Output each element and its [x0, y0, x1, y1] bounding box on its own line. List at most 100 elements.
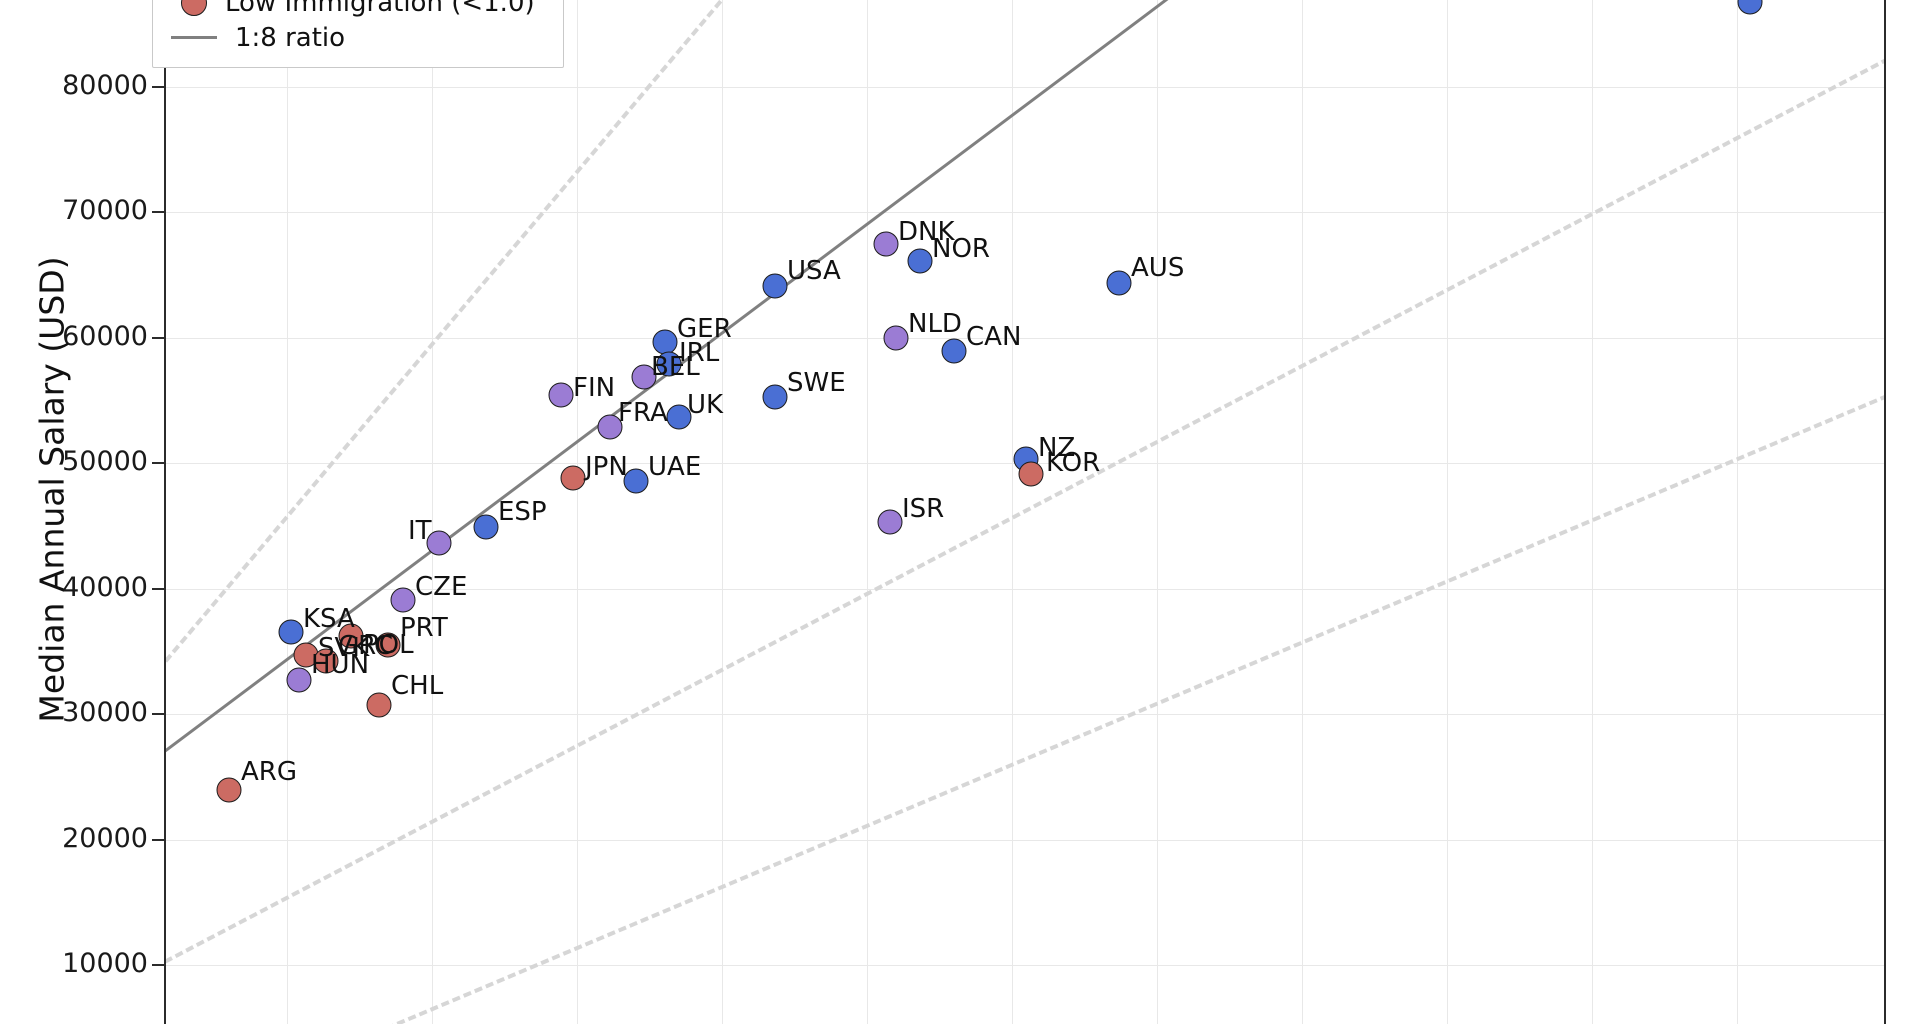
data-point-che[interactable] [1737, 0, 1763, 15]
y-tick-label: 10000 [62, 948, 148, 979]
data-point-kor[interactable] [1018, 461, 1044, 487]
y-tick-mark [152, 964, 164, 966]
data-point-fra[interactable] [597, 414, 623, 440]
point-label-svk: SVK [318, 633, 370, 663]
y-tick-mark [152, 462, 164, 464]
gridline-vertical [1737, 0, 1738, 1024]
data-point-isr[interactable] [877, 509, 903, 535]
gridline-horizontal [164, 588, 1885, 590]
data-point-usa[interactable] [762, 273, 788, 299]
data-point-swe[interactable] [762, 384, 788, 410]
y-axis-title: Median Annual Salary (USD) [32, 256, 72, 723]
data-point-dnk[interactable] [873, 231, 899, 257]
gridline-vertical [867, 0, 868, 1024]
point-label-uk: UK [687, 390, 724, 420]
point-label-uae: UAE [648, 452, 702, 482]
point-label-irl: IRL [679, 338, 720, 368]
gridline-horizontal [164, 839, 1885, 841]
point-label-isr: ISR [902, 494, 945, 524]
data-point-nor[interactable] [907, 248, 933, 274]
data-point-arg[interactable] [216, 777, 242, 803]
gridline-horizontal [164, 965, 1885, 966]
data-point-ksa[interactable] [278, 619, 304, 645]
gridline-horizontal [164, 212, 1885, 213]
data-point-jpn[interactable] [560, 465, 586, 491]
right-spine [1884, 0, 1886, 1024]
data-point-ger[interactable] [652, 329, 678, 355]
point-label-fin: FIN [573, 373, 616, 403]
data-point-bel[interactable] [656, 351, 682, 377]
point-label-chl: CHL [391, 671, 444, 701]
point-label-nz: NZ [1038, 433, 1076, 463]
data-point-pol[interactable] [338, 623, 364, 649]
y-tick-mark [152, 838, 164, 841]
point-label-hun: HUN [311, 650, 370, 680]
point-label-nld: NLD [908, 309, 962, 339]
y-tick-label: 20000 [62, 822, 148, 854]
data-point-cze[interactable] [390, 587, 416, 613]
point-label-kor: KOR [1046, 448, 1101, 478]
gridline-vertical [432, 0, 433, 1024]
point-label-nor: NOR [932, 234, 990, 264]
gridline-vertical [1157, 0, 1158, 1024]
point-label-fra: FRA [618, 398, 668, 428]
point-label-bel: BEL [651, 352, 700, 382]
data-point-prt[interactable] [375, 632, 401, 658]
legend-item-4[interactable]: 1:8 ratio [167, 20, 549, 55]
y-tick-label: 60000 [62, 320, 148, 352]
point-label-can: CAN [966, 322, 1022, 352]
point-label-cze: CZE [415, 572, 468, 602]
point-label-aus: AUS [1131, 253, 1185, 283]
y-tick-mark [152, 713, 164, 715]
point-label-jpn: JPN [585, 452, 628, 482]
plot-area: DNK NOR USA AUS NLD GER CAN BEL IRL FIN SWE UK FRA NZ… [164, 0, 1885, 1024]
point-label-pol: POL [363, 630, 414, 660]
y-tick-label: 40000 [62, 571, 148, 603]
data-point-esp[interactable] [473, 514, 499, 540]
point-label-dnk: DNK [898, 217, 955, 247]
gridline-vertical [1592, 0, 1593, 1024]
data-point-grc[interactable] [313, 648, 339, 674]
y-tick-label: 50000 [62, 446, 148, 477]
y-tick-mark [152, 587, 164, 590]
legend-item-label: Low Immigration (<1.0) [225, 0, 535, 18]
y-tick-mark [152, 211, 164, 213]
legend: High Immigration (>3.0 net migration)Mod… [152, 0, 564, 68]
data-point-nld[interactable] [883, 325, 909, 351]
data-point-fin[interactable] [548, 382, 574, 408]
data-point-uk[interactable] [666, 404, 692, 430]
point-label-it: IT [408, 516, 432, 546]
gridline-vertical [287, 0, 288, 1024]
point-label-usa: USA [787, 256, 841, 286]
legend-item-3[interactable]: Low Immigration (<1.0) [167, 0, 549, 20]
y-tick-mark [152, 336, 164, 339]
data-point-chl[interactable] [366, 692, 392, 718]
gridline-horizontal [164, 86, 1885, 88]
point-label-esp: ESP [498, 497, 547, 527]
point-label-ksa: KSA [303, 604, 355, 634]
y-tick-label: 80000 [62, 69, 148, 101]
data-point-can[interactable] [941, 338, 967, 364]
data-point-uae[interactable] [623, 468, 649, 494]
point-label-swe: SWE [787, 368, 846, 398]
guide-line-middle [164, 40, 1885, 964]
gridline-vertical [722, 0, 723, 1024]
y-axis-spine [164, 0, 166, 1024]
gridline-vertical [1447, 0, 1448, 1024]
point-label-grc: GRC [338, 631, 394, 661]
point-label-prt: PRT [400, 613, 448, 643]
data-point-it[interactable] [426, 530, 452, 556]
data-point-hun[interactable] [286, 667, 312, 693]
y-tick-label: 30000 [62, 697, 148, 728]
gridline-horizontal [164, 337, 1885, 339]
legend-item-label: 1:8 ratio [235, 22, 346, 53]
gridline-horizontal [164, 714, 1885, 715]
point-label-arg: ARG [241, 757, 297, 787]
data-point-aus[interactable] [1106, 270, 1132, 296]
data-point-irl[interactable] [631, 364, 657, 390]
gridline-vertical [1012, 0, 1013, 1024]
gridline-vertical [577, 0, 578, 1024]
legend-line-icon [171, 36, 217, 39]
legend-marker-icon [181, 0, 207, 16]
